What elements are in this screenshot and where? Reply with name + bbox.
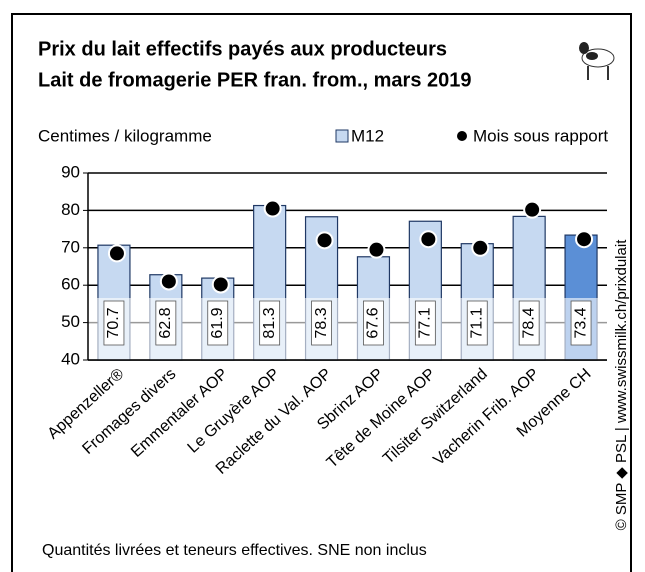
value-label: 62.8 [157,307,174,338]
value-label: 61.9 [209,307,226,338]
y-tick-label: 50 [61,312,80,331]
dot [576,231,592,247]
value-label: 77.1 [417,307,434,338]
y-tick-label: 90 [61,162,80,181]
legend-marker [457,131,467,141]
note: Quantités livrées et teneurs effectives.… [42,542,427,559]
value-label: 73.4 [572,307,589,338]
chart-title: Prix du lait effectifs payés aux product… [38,38,447,60]
dot [420,231,436,247]
legend-swatch [336,130,348,142]
value-label: 78.3 [313,307,330,338]
legend-label: M12 [351,126,384,145]
dot [368,242,384,258]
source: © SMP ◆ PSL | www.swissmilk.ch/prixdulai… [613,239,630,531]
value-label: 67.6 [365,307,382,338]
chart-subtitle: Lait de fromagerie PER fran. from., mars… [38,69,472,91]
y-tick-label: 80 [61,200,80,219]
y-tick-label: 40 [61,349,80,368]
dot [213,276,229,292]
value-label: 81.3 [261,307,278,338]
chart: Prix du lait effectifs payés aux product… [0,0,645,572]
dot [161,273,177,289]
value-label: 71.1 [468,307,485,338]
y-tick-label: 70 [61,237,80,256]
legend-label: Mois sous rapport [473,126,608,145]
dot [265,201,281,217]
dot [109,245,125,261]
value-label: 78.4 [520,307,537,338]
dot [317,232,333,248]
dot [472,240,488,256]
dot [524,202,540,218]
y-axis-label: Centimes / kilogramme [38,126,212,145]
value-label: 70.7 [105,307,122,338]
y-tick-label: 60 [61,275,80,294]
